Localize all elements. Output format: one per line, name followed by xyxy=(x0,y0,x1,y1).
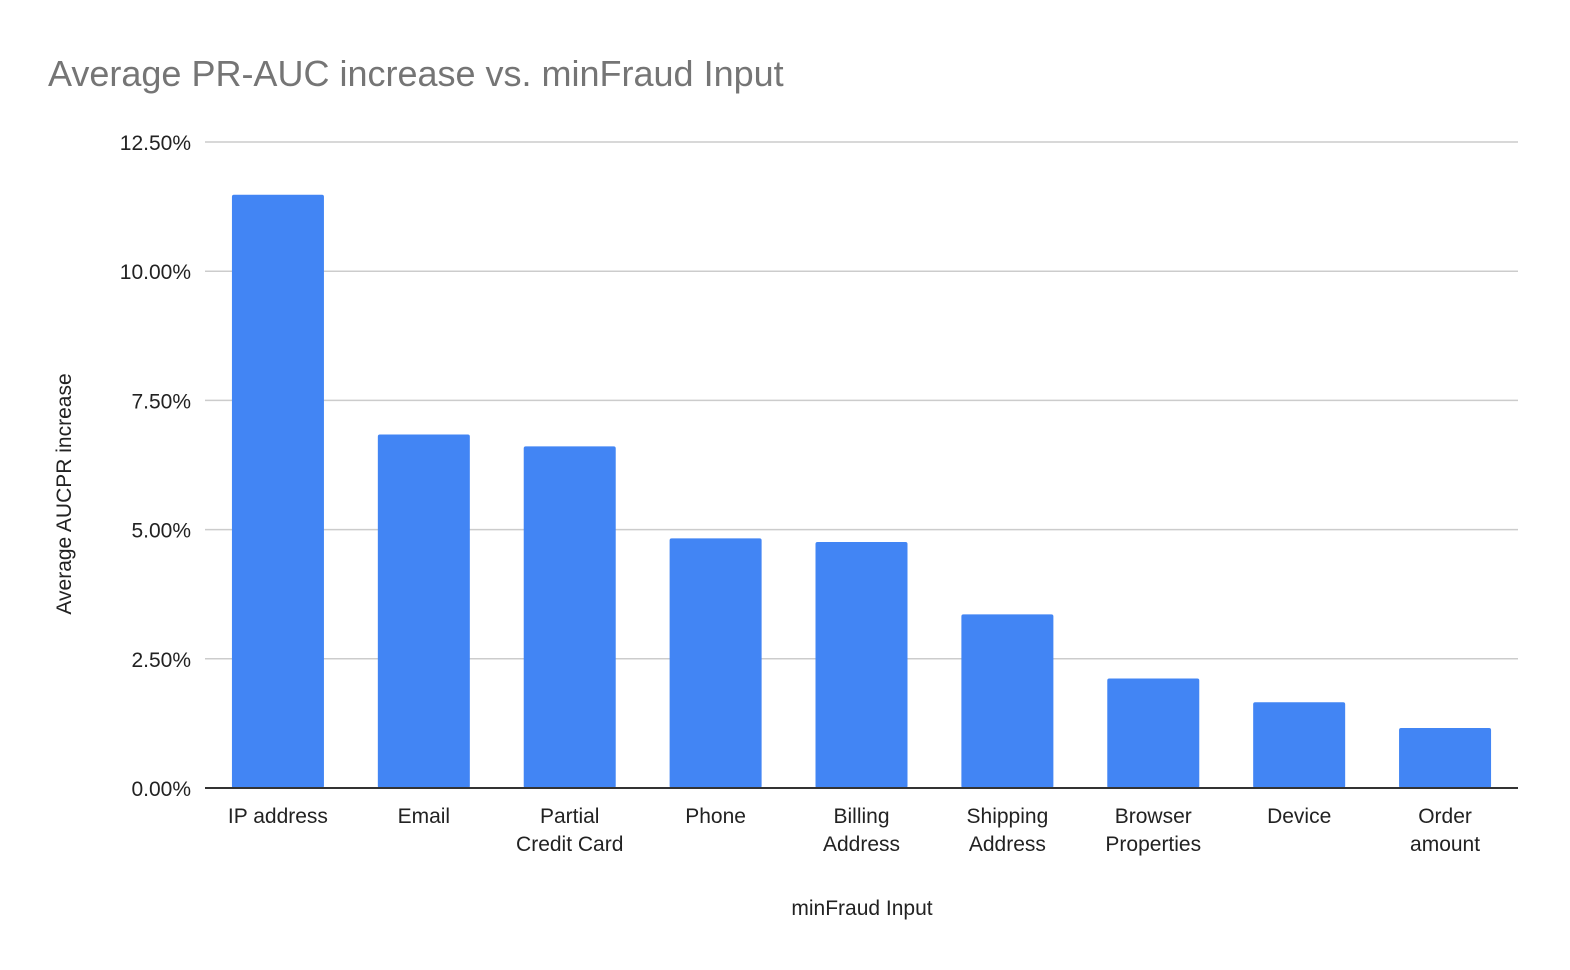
x-tick-label: Partial Credit Card xyxy=(516,805,623,856)
x-axis-title: minFraud Input xyxy=(791,897,932,920)
x-tick-label: Phone xyxy=(685,805,746,828)
y-tick-label: 12.50% xyxy=(120,132,191,155)
bar xyxy=(815,542,908,788)
x-tick-label: Shipping Address xyxy=(967,805,1049,856)
bar xyxy=(523,446,616,788)
y-tick-label: 5.00% xyxy=(131,520,191,543)
x-tick-label: Order amount xyxy=(1410,805,1480,856)
bar xyxy=(231,194,324,788)
bars xyxy=(231,194,1492,788)
x-tick-label: IP address xyxy=(228,805,328,828)
y-axis-tick-labels: 0.00% 2.50% 5.00% 7.50% 10.00% 12.50% xyxy=(120,132,191,801)
bar xyxy=(377,434,470,788)
y-axis-title: Average AUCPR increase xyxy=(53,373,76,614)
y-tick-label: 2.50% xyxy=(131,649,191,672)
x-tick-label: Billing Address xyxy=(823,805,900,856)
bar xyxy=(1253,702,1346,788)
bar xyxy=(1107,678,1200,788)
y-tick-label: 7.50% xyxy=(131,390,191,413)
x-tick-label: Device xyxy=(1267,805,1331,828)
x-tick-label: Email xyxy=(398,805,451,828)
x-tick-label: Browser Properties xyxy=(1105,805,1201,856)
y-tick-label: 10.00% xyxy=(120,261,191,284)
x-axis-tick-labels: IP address Email Partial Credit Card Phone Bi… xyxy=(228,805,1480,856)
y-tick-label: 0.00% xyxy=(131,778,191,801)
chart-title: Average PR-AUC increase vs. minFraud Inp… xyxy=(48,53,784,94)
bar xyxy=(1399,728,1492,788)
bar xyxy=(669,538,762,788)
bar xyxy=(961,614,1054,788)
